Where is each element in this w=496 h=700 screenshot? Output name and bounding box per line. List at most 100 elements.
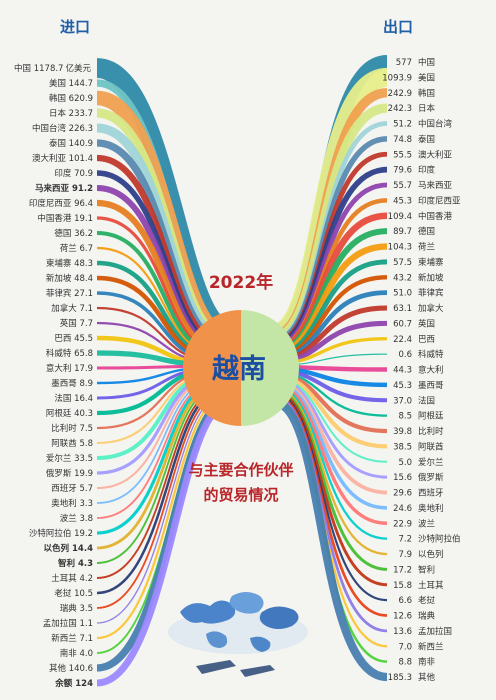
export-label-1: 1093.9 美国	[382, 72, 435, 83]
export-name: 美国	[418, 72, 435, 83]
import-label-32: 以色列 14.4	[44, 543, 94, 554]
export-value: 5.0	[398, 458, 412, 468]
import-name: 英国	[60, 318, 77, 329]
export-value: 7.9	[398, 550, 412, 560]
export-label-20: 44.3 意大利	[393, 365, 443, 376]
export-name: 墨西哥	[418, 381, 444, 391]
import-value: 144.7	[69, 79, 93, 89]
import-label-4: 中国台湾 226.3	[32, 123, 93, 134]
export-label-4: 51.2 中国台湾	[393, 119, 452, 130]
export-value: 577	[396, 58, 412, 68]
export-value: 0.6	[398, 350, 412, 360]
export-label-38: 7.0 新西兰	[398, 641, 443, 652]
import-value: 1178.7	[34, 64, 64, 74]
export-name: 老挝	[418, 595, 436, 606]
import-label-1: 美国 144.7	[49, 78, 93, 89]
export-name: 印度	[418, 165, 436, 176]
export-name: 泰国	[418, 134, 435, 145]
export-value: 242.3	[388, 104, 412, 114]
export-name: 澳大利亚	[418, 149, 453, 160]
import-name: 以色列	[44, 543, 70, 554]
export-value: 45.3	[393, 381, 412, 391]
import-value: 4.3	[78, 559, 93, 569]
import-name: 韩国	[49, 93, 66, 104]
export-label-33: 17.2 智利	[393, 564, 435, 575]
export-name: 奥地利	[418, 503, 444, 514]
export-label-15: 51.0 菲律宾	[393, 288, 443, 299]
import-name: 瑞典	[60, 603, 78, 614]
import-name: 新加坡	[46, 273, 72, 284]
import-value: 620.9	[69, 94, 93, 104]
export-name: 土耳其	[418, 580, 444, 591]
import-name: 澳大利亚	[32, 153, 67, 164]
import-label-38: 新西兰 7.1	[51, 633, 93, 644]
import-label-10: 中国香港 19.1	[37, 213, 93, 224]
export-label-8: 55.7 马来西亚	[393, 181, 452, 191]
export-value: 45.3	[393, 196, 412, 206]
import-value: 101.4	[69, 154, 93, 164]
import-name: 其他	[49, 663, 67, 674]
year-title: 2022年	[209, 272, 273, 293]
import-name: 日本	[49, 108, 67, 119]
export-name: 波兰	[418, 518, 435, 529]
export-name: 柬埔寨	[418, 257, 444, 268]
export-label-14: 43.2 新加坡	[393, 272, 444, 283]
import-name: 荷兰	[60, 243, 77, 254]
import-value: 140.6	[69, 664, 93, 674]
import-label-14: 新加坡 48.4	[46, 273, 93, 284]
export-value: 79.6	[393, 166, 412, 176]
export-value: 15.8	[393, 581, 412, 591]
export-name: 科威特	[418, 349, 444, 360]
import-label-18: 巴西 45.5	[54, 334, 93, 344]
export-name: 菲律宾	[418, 288, 444, 299]
export-value: 24.6	[393, 504, 412, 514]
export-value: 15.6	[393, 473, 412, 483]
export-name: 俄罗斯	[418, 472, 444, 483]
import-label-23: 阿根廷 40.3	[46, 408, 93, 419]
import-label-19: 科威特 65.8	[46, 348, 93, 359]
import-value: 7.5	[79, 424, 93, 434]
export-name: 智利	[418, 564, 435, 575]
import-value: 3.8	[79, 514, 93, 524]
export-name: 英国	[418, 318, 435, 329]
import-value: 48.3	[74, 259, 93, 269]
export-label-37: 13.6 孟加拉国	[393, 626, 452, 637]
import-value: 45.5	[74, 334, 93, 344]
export-value: 104.3	[388, 243, 412, 253]
export-value: 1093.9	[382, 73, 412, 83]
import-name: 阿根廷	[46, 408, 72, 419]
subtitle-line1: 与主要合作伙伴	[188, 461, 293, 479]
export-name: 加拿大	[418, 303, 444, 314]
import-label-36: 瑞典 3.5	[60, 603, 93, 614]
import-name: 巴西	[54, 334, 71, 344]
import-name: 阿联酋	[51, 438, 77, 449]
export-value: 22.4	[393, 335, 412, 345]
import-flow-41	[96, 400, 230, 687]
import-name: 中国香港	[37, 213, 72, 224]
circle-import-half	[183, 310, 241, 426]
import-value: 124	[75, 679, 93, 689]
import-name: 加拿大	[51, 303, 77, 314]
import-label-41: 余额 124	[54, 678, 93, 689]
import-value: 40.3	[74, 409, 93, 419]
import-value: 3.5	[79, 604, 93, 614]
export-value: 55.7	[393, 181, 412, 191]
export-value: 242.9	[388, 89, 412, 99]
export-label-19: 0.6 科威特	[398, 349, 444, 360]
export-label-3: 242.3 日本	[388, 103, 436, 114]
export-value: 37.0	[393, 396, 412, 406]
import-value: 27.1	[74, 289, 93, 299]
import-value: 5.8	[79, 439, 93, 449]
export-name: 以色列	[418, 549, 444, 560]
import-label-0: 中国 1178.7 亿美元	[14, 63, 91, 74]
export-label-18: 22.4 巴西	[393, 335, 435, 345]
import-value: 10.5	[74, 589, 93, 599]
export-name: 印度尼西亚	[418, 195, 461, 206]
import-label-29: 奥地利 3.3	[51, 498, 93, 509]
export-label-5: 74.8 泰国	[393, 134, 435, 145]
export-flow-33	[274, 388, 388, 571]
import-value: 233.7	[69, 109, 93, 119]
import-label-28: 西班牙 5.7	[51, 483, 93, 494]
